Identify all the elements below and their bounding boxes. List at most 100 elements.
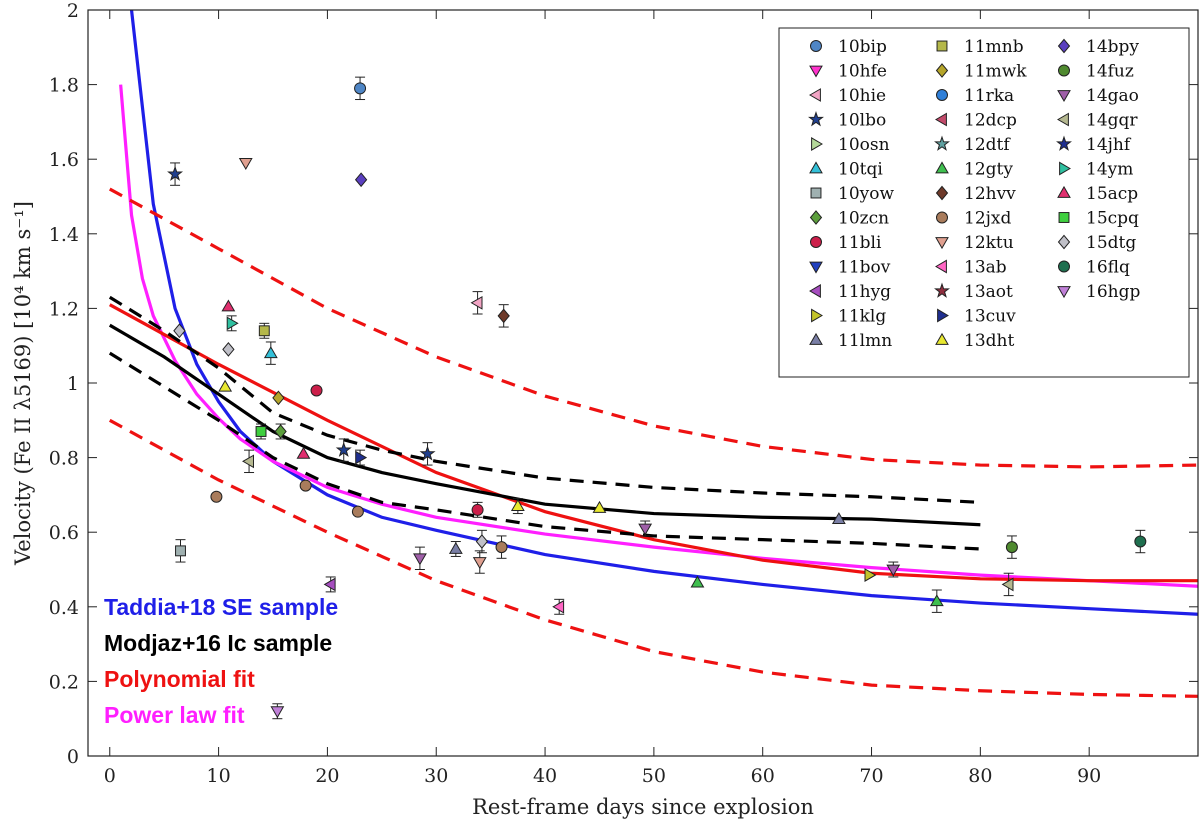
legend-label-15acp: 15acp — [1086, 184, 1138, 204]
legend-label-10bip: 10bip — [838, 37, 887, 57]
point-11klg — [864, 568, 877, 582]
legend-marker-14gqr — [1056, 112, 1069, 127]
legend-label-13ab: 13ab — [964, 258, 1007, 278]
data-points — [167, 76, 1147, 720]
point-16hgp — [270, 706, 285, 719]
point-11lmn — [448, 541, 463, 554]
x-tick-label: 60 — [751, 765, 775, 787]
y-tick-label: 0.6 — [49, 522, 79, 544]
legend-label-14gao: 14gao — [1086, 86, 1139, 106]
legend-marker-14bpy — [1057, 38, 1071, 54]
point-11bli — [471, 503, 484, 516]
legend-marker-11bov — [809, 261, 823, 274]
legend-box — [778, 27, 1190, 378]
x-tick-label: 40 — [533, 765, 557, 787]
y-tick-label: 1.4 — [49, 224, 79, 246]
legend-marker-12dcp — [934, 112, 947, 127]
y-tick-label: 2 — [67, 0, 79, 22]
legend-marker-13cuv — [937, 308, 949, 323]
legend-marker-14jhf — [1056, 135, 1072, 151]
legend-marker-16hgp — [1057, 286, 1071, 299]
y-tick-label: 0.2 — [49, 671, 79, 693]
point-11mwk — [272, 390, 285, 406]
x-tick-label: 50 — [642, 765, 666, 787]
legend-marker-14gao — [1057, 90, 1071, 103]
legend-label-12gty: 12gty — [964, 160, 1013, 180]
legend-label-10hie: 10hie — [838, 86, 886, 106]
legend-label-11hyg: 11hyg — [838, 282, 891, 302]
legend-marker-16flq — [1058, 260, 1070, 273]
legend-marker-11lmn — [809, 332, 823, 345]
legend-label-12dcp: 12dcp — [964, 111, 1017, 131]
legend-marker-10zcn — [809, 210, 823, 225]
point-15dtg — [173, 323, 186, 339]
point-13ab — [552, 599, 565, 614]
legend-marker-10hfe — [809, 65, 823, 78]
point-12jxd — [351, 505, 364, 518]
legend-marker-12ktu — [935, 237, 949, 250]
annotation-taddia-18-se-sample: Taddia+18 SE sample — [104, 594, 338, 620]
legend-label-10hfe: 10hfe — [838, 62, 887, 82]
y-tick-label: 1 — [67, 373, 79, 395]
annotation-polynomial-fit: Polynomial fit — [104, 666, 255, 692]
legend-marker-12hvv — [935, 185, 949, 201]
point-12jxd — [495, 541, 508, 554]
point-12gty — [929, 594, 944, 607]
point-15dtg — [475, 534, 489, 549]
legend-marker-10yow — [810, 187, 822, 199]
legend-label-11lmn: 11lmn — [838, 331, 892, 351]
legend-label-11mnb: 11mnb — [964, 37, 1024, 57]
legend-marker-10hie — [808, 88, 821, 102]
legend-label-12dtf: 12dtf — [964, 135, 1011, 155]
legend-label-10lbo: 10lbo — [838, 111, 886, 131]
point-11hyg — [323, 577, 336, 592]
legend-label-13dht: 13dht — [964, 331, 1014, 351]
legend-label-11klg: 11klg — [838, 307, 886, 327]
legend: 10bip 10hfe 10hie 10lbo 10osn 10tqi 10yow 10zcn… — [778, 27, 1190, 378]
x-tick-label: 90 — [1077, 765, 1101, 787]
x-tick-label: 0 — [104, 765, 116, 787]
legend-label-14ym: 14ym — [1086, 160, 1133, 180]
legend-label-14gqr: 14gqr — [1086, 111, 1138, 131]
curve-power-law-fit — [119, 84, 1198, 588]
point-11mnb — [258, 325, 270, 337]
legend-marker-13dht — [935, 332, 949, 345]
point-10lbo — [167, 165, 184, 181]
point-12jxd — [210, 490, 223, 503]
legend-label-13cuv: 13cuv — [964, 307, 1016, 327]
legend-marker-10tqi — [809, 161, 823, 174]
point-12ktu — [238, 158, 253, 171]
x-tick-label: 70 — [859, 765, 883, 787]
point-12ktu — [472, 557, 487, 570]
y-tick-label: 1.6 — [49, 149, 79, 171]
legend-marker-14fuz — [1058, 64, 1070, 77]
y-axis-title: Velocity (Fe II λ5169) [10⁴ km s⁻¹] — [11, 201, 35, 566]
legend-label-11bov: 11bov — [838, 258, 891, 278]
legend-label-12jxd: 12jxd — [964, 209, 1011, 229]
point-13dht — [510, 498, 525, 511]
x-tick-label: 30 — [424, 765, 448, 787]
point-16flq — [1134, 535, 1147, 548]
point-12gty — [690, 575, 705, 588]
legend-label-14bpy: 14bpy — [1086, 37, 1139, 57]
legend-label-15dtg: 15dtg — [1086, 233, 1136, 253]
legend-label-12hvv: 12hvv — [964, 184, 1016, 204]
point-10tqi — [263, 346, 278, 359]
legend-marker-11rka — [936, 89, 948, 101]
legend-marker-13aot — [934, 282, 950, 298]
legend-label-16flq: 16flq — [1086, 258, 1130, 278]
legend-label-11mwk: 11mwk — [964, 62, 1027, 82]
legend-marker-11klg — [811, 308, 823, 323]
legend-marker-11bli — [810, 236, 822, 248]
point-13dht — [218, 379, 233, 392]
legend-label-15cpq: 15cpq — [1086, 209, 1139, 229]
y-tick-label: 0 — [67, 746, 79, 768]
point-10yow — [175, 545, 186, 557]
y-tick-label: 1.8 — [49, 75, 79, 97]
point-14ym — [226, 316, 239, 331]
curve-polynomial-fit — [108, 303, 1198, 583]
legend-marker-15acp — [1057, 185, 1071, 198]
legend-label-10yow: 10yow — [838, 184, 894, 204]
legend-label-16hgp: 16hgp — [1086, 282, 1140, 302]
